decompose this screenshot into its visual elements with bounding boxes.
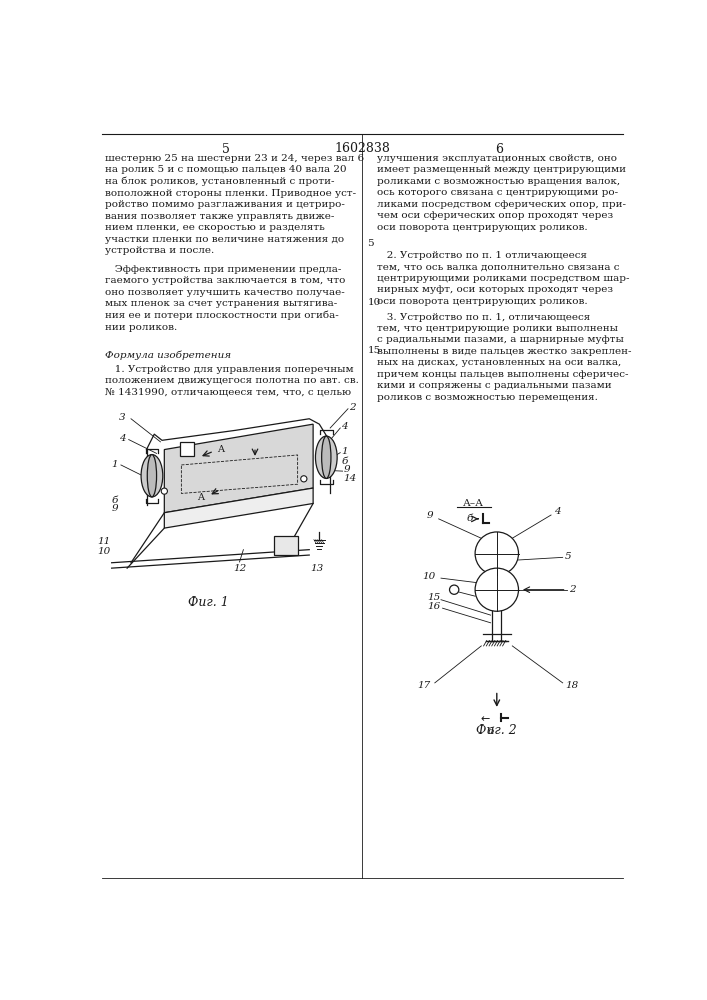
Circle shape — [161, 488, 168, 494]
Text: Эффективность при применении предла-
гаемого устройства заключается в том, что
о: Эффективность при применении предла- гае… — [105, 265, 346, 332]
Text: 12: 12 — [233, 564, 246, 573]
Text: Формула изобретения: Формула изобретения — [105, 351, 232, 360]
Text: 9: 9 — [344, 465, 350, 474]
Bar — [274, 536, 298, 555]
Text: б: б — [467, 514, 473, 523]
Text: 1: 1 — [111, 460, 118, 469]
Text: 3: 3 — [119, 413, 126, 422]
Text: А–А: А–А — [463, 499, 484, 508]
Text: 9: 9 — [111, 504, 118, 513]
Text: 5: 5 — [565, 552, 572, 561]
Text: Фиг. 2: Фиг. 2 — [477, 724, 518, 737]
Text: ←: ← — [481, 714, 490, 724]
Ellipse shape — [315, 436, 337, 478]
Text: A: A — [197, 493, 204, 502]
Text: 16: 16 — [427, 602, 440, 611]
Text: 4: 4 — [554, 507, 561, 516]
Circle shape — [300, 476, 307, 482]
Text: 6: 6 — [495, 143, 503, 156]
Text: 10: 10 — [368, 298, 380, 307]
Circle shape — [475, 568, 518, 611]
Text: 2. Устройство по п. 1 отличающееся
тем, что ось валка дополнительно связана с
це: 2. Устройство по п. 1 отличающееся тем, … — [377, 251, 629, 306]
Bar — [180, 442, 194, 456]
Text: 2: 2 — [569, 585, 575, 594]
Text: 1: 1 — [341, 447, 348, 456]
Text: 15: 15 — [427, 593, 440, 602]
Text: 10: 10 — [422, 572, 436, 581]
Text: б: б — [341, 457, 347, 466]
Text: 17: 17 — [418, 681, 431, 690]
Text: 9: 9 — [426, 511, 433, 520]
Ellipse shape — [141, 455, 163, 497]
Text: 2: 2 — [349, 403, 356, 412]
Text: шестерню 25 на шестерни 23 и 24, через вал 6
на ролик 5 и с помощью пальцев 40 в: шестерню 25 на шестерни 23 и 24, через в… — [105, 154, 365, 255]
Text: 4: 4 — [119, 434, 126, 443]
Text: б: б — [112, 496, 118, 505]
Text: 4: 4 — [341, 422, 348, 431]
Text: 5: 5 — [221, 143, 230, 156]
Polygon shape — [164, 424, 313, 513]
Text: 10: 10 — [97, 547, 110, 556]
Text: 18: 18 — [565, 681, 578, 690]
Text: A: A — [217, 445, 224, 454]
Text: 3. Устройство по п. 1, отличающееся
тем, что центрирующие ролики выполнены
с рад: 3. Устройство по п. 1, отличающееся тем,… — [377, 312, 631, 402]
Ellipse shape — [147, 455, 156, 497]
Text: 14: 14 — [344, 474, 356, 483]
Circle shape — [450, 585, 459, 594]
Text: 13: 13 — [310, 564, 324, 573]
Circle shape — [475, 532, 518, 575]
Polygon shape — [164, 488, 313, 528]
Text: Фиг. 1: Фиг. 1 — [188, 596, 229, 609]
Text: б: б — [487, 727, 493, 736]
Ellipse shape — [322, 436, 331, 478]
Text: 1602838: 1602838 — [334, 142, 390, 155]
Text: улучшения эксплуатационных свойств, оно
имеет размещенный между центрирующими
ро: улучшения эксплуатационных свойств, оно … — [377, 154, 626, 232]
Text: 11: 11 — [97, 537, 110, 546]
Text: 1. Устройство для управления поперечным
положением движущегося полотна по авт. с: 1. Устройство для управления поперечным … — [105, 365, 359, 397]
Text: 15: 15 — [368, 346, 380, 355]
Text: 5: 5 — [368, 239, 374, 248]
